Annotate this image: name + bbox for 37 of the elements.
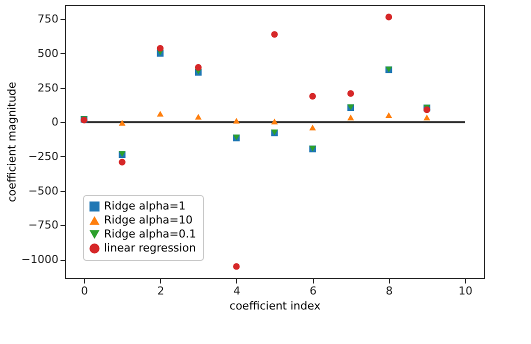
legend-label: Ridge alpha=0.1 (104, 228, 196, 240)
y-tick-label: 250 (38, 81, 58, 94)
y-tick-label: −250 (28, 150, 58, 163)
point (309, 92, 316, 100)
point (309, 124, 316, 130)
y-tick-label: −1000 (21, 253, 58, 266)
y-tick-label: −750 (28, 218, 58, 232)
point (347, 114, 354, 120)
point (156, 110, 164, 117)
point (385, 112, 392, 118)
y-tick-label: 750 (38, 12, 58, 26)
legend-label: Ridge alpha=10 (104, 214, 193, 226)
point (385, 14, 392, 20)
y-tick-label: −500 (28, 184, 58, 198)
point (194, 64, 202, 71)
point (118, 120, 126, 126)
y-tick-label: 500 (38, 46, 58, 60)
point (156, 44, 164, 52)
point (424, 114, 430, 120)
point (118, 158, 126, 166)
legend-label: Ridge alpha=1 (104, 200, 186, 212)
point (233, 263, 240, 270)
x-tick-label: 0 (81, 284, 88, 298)
legend-label: linear regression (104, 242, 196, 254)
x-tick-label: 2 (157, 284, 164, 298)
point (233, 118, 240, 124)
x-tick-label: 10 (458, 284, 472, 298)
x-tick-label: 8 (386, 284, 393, 298)
x-axis-title: coefficient index (230, 300, 321, 312)
point (271, 31, 278, 38)
y-tick-label: 0 (52, 116, 58, 129)
x-tick-label: 4 (233, 284, 240, 298)
point (194, 114, 202, 120)
point (347, 90, 354, 97)
point (271, 118, 278, 124)
x-tick-label: 6 (310, 284, 317, 298)
y-axis-title: coefficient magnitude (5, 82, 18, 202)
